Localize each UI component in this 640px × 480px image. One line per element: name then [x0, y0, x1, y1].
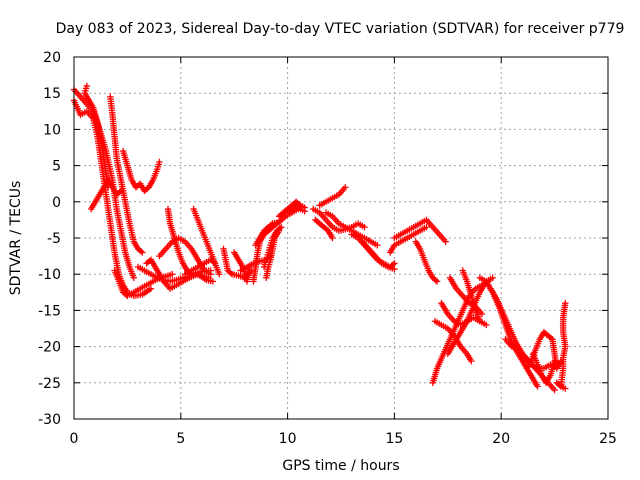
- data-point: [147, 285, 155, 292]
- x-tick-label: 25: [599, 431, 617, 447]
- data-point: [534, 383, 541, 390]
- data-point: [329, 234, 336, 242]
- y-axis-label: SDTVAR / TECUs: [8, 181, 24, 296]
- data-point: [432, 277, 439, 284]
- data-point: [137, 248, 145, 255]
- data-point: [116, 188, 123, 196]
- x-tick-label: 20: [492, 431, 510, 447]
- data-point: [389, 261, 397, 268]
- y-tick-label: -20: [38, 340, 61, 356]
- x-tick-label: 15: [385, 431, 403, 447]
- data-point: [547, 334, 555, 342]
- data-point: [342, 184, 349, 191]
- y-tick-label: -30: [38, 412, 61, 428]
- x-tick-label: 5: [176, 431, 185, 447]
- y-tick-label: -5: [47, 231, 61, 247]
- data-point: [551, 357, 558, 365]
- data-point: [489, 274, 496, 282]
- x-tick-label: 10: [279, 431, 297, 447]
- y-tick-label: 5: [52, 159, 61, 175]
- data-point: [361, 223, 368, 231]
- data-point: [562, 299, 569, 307]
- data-point: [268, 221, 275, 228]
- data-point: [391, 265, 398, 273]
- data-point: [562, 385, 569, 392]
- data-point: [295, 204, 303, 212]
- data-point: [442, 238, 449, 245]
- data-point: [130, 274, 138, 282]
- data-point: [277, 223, 285, 231]
- data-point: [207, 267, 214, 274]
- data-point: [374, 242, 381, 249]
- data-point: [391, 260, 398, 267]
- data-points: [70, 82, 569, 394]
- y-tick-label: 0: [52, 195, 61, 211]
- data-point: [301, 208, 308, 215]
- plot-frame: [73, 56, 609, 420]
- data-point: [478, 310, 486, 318]
- data-point: [216, 271, 223, 278]
- chart-title: Day 083 of 2023, Sidereal Day-to-day VTE…: [56, 21, 625, 37]
- data-point: [227, 269, 234, 277]
- y-tick-label: -25: [38, 376, 61, 392]
- data-point: [275, 227, 283, 234]
- y-tick-label: 15: [43, 86, 61, 102]
- data-point: [556, 382, 563, 389]
- y-tick-label: 20: [43, 50, 61, 66]
- data-point: [483, 321, 490, 329]
- y-tick-label: -15: [38, 303, 61, 319]
- data-point: [553, 365, 560, 372]
- data-point: [423, 223, 430, 231]
- data-point: [476, 318, 484, 325]
- x-tick-label: 0: [70, 431, 79, 447]
- data-point: [169, 271, 176, 278]
- y-axis-tick-labels: -30 -25 -20 -15 -10 -5 0 5 10 15 20: [38, 50, 61, 428]
- y-tick-label: -10: [38, 267, 61, 283]
- x-axis-tick-labels: 0 5 10 15 20 25: [70, 431, 617, 447]
- data-point: [156, 158, 163, 166]
- x-axis-label: GPS time / hours: [282, 458, 399, 474]
- data-point: [468, 357, 475, 365]
- data-point: [433, 278, 441, 285]
- data-point: [551, 386, 558, 394]
- data-point: [209, 278, 217, 285]
- y-tick-label: 10: [43, 122, 61, 138]
- data-point: [139, 249, 146, 256]
